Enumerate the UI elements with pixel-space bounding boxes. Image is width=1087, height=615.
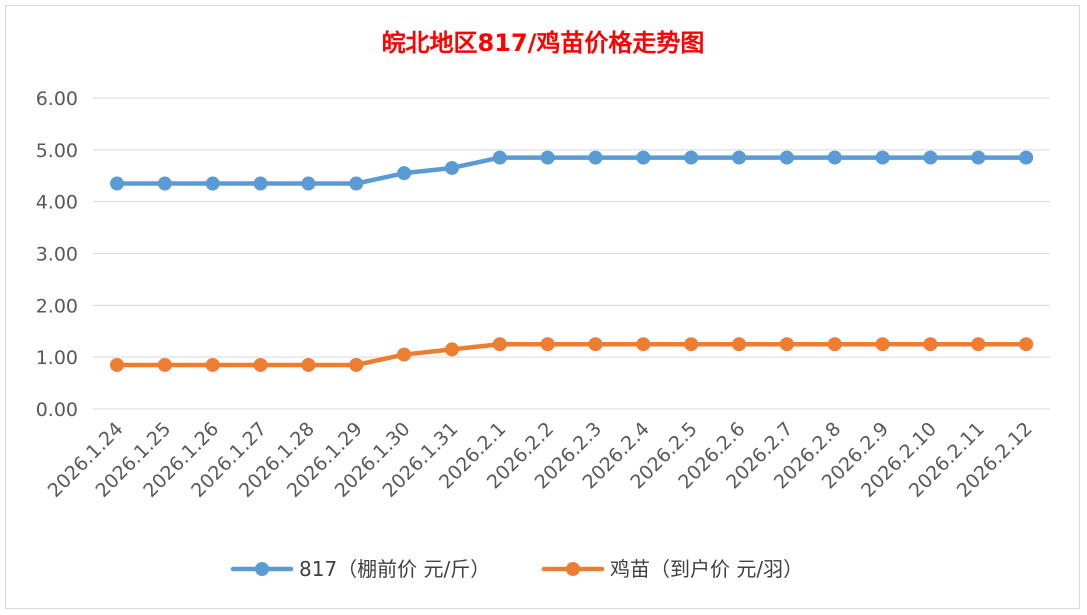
data-point bbox=[205, 176, 220, 191]
data-point bbox=[205, 357, 220, 372]
data-point bbox=[301, 357, 316, 372]
data-point bbox=[110, 176, 124, 191]
data-point bbox=[875, 337, 890, 352]
data-point bbox=[301, 176, 316, 191]
data-point bbox=[827, 337, 842, 352]
series-line bbox=[114, 155, 1029, 186]
data-point bbox=[732, 150, 747, 165]
legend-label: 817（棚前价 元/斤） bbox=[299, 557, 490, 581]
legend-label: 鸡苗（到户价 元/羽） bbox=[610, 557, 803, 581]
data-point bbox=[923, 150, 938, 165]
y-axis-ticks: 0.00 1.00 2.00 3.00 4.00 5.00 6.00 bbox=[36, 88, 78, 421]
series-1 bbox=[110, 150, 1034, 191]
gridlines bbox=[93, 97, 1050, 410]
chart-frame bbox=[5, 5, 1080, 609]
data-point bbox=[588, 337, 603, 352]
data-point bbox=[1019, 150, 1034, 165]
data-point bbox=[492, 150, 507, 165]
data-point bbox=[732, 337, 747, 352]
data-point bbox=[157, 176, 172, 191]
data-point bbox=[157, 357, 172, 372]
legend-marker bbox=[255, 562, 269, 576]
data-point bbox=[827, 150, 842, 165]
y-tick-label: 5.00 bbox=[36, 140, 78, 162]
data-point bbox=[444, 342, 459, 357]
data-point bbox=[923, 337, 938, 352]
y-tick-label: 0.00 bbox=[36, 399, 78, 421]
y-tick-label: 6.00 bbox=[36, 88, 78, 110]
data-point bbox=[110, 357, 124, 372]
x-axis-ticks: 2026.1.242026.1.252026.1.262026.1.272026… bbox=[44, 418, 1037, 502]
y-tick-label: 2.00 bbox=[36, 295, 78, 317]
data-point bbox=[540, 150, 555, 165]
y-tick-label: 1.00 bbox=[36, 347, 78, 369]
legend-marker bbox=[566, 562, 580, 576]
data-point bbox=[397, 166, 412, 181]
data-point bbox=[636, 150, 651, 165]
data-point bbox=[779, 337, 794, 352]
legend-item-1: 817（棚前价 元/斤） bbox=[230, 557, 490, 581]
series-group bbox=[110, 150, 1034, 372]
data-point bbox=[253, 357, 268, 372]
data-point bbox=[349, 176, 364, 191]
data-point bbox=[971, 150, 986, 165]
data-point bbox=[253, 176, 268, 191]
data-point bbox=[971, 337, 986, 352]
data-point bbox=[397, 347, 412, 362]
legend: 817（棚前价 元/斤） 鸡苗（到户价 元/羽） bbox=[230, 557, 803, 581]
data-point bbox=[684, 150, 699, 165]
y-tick-label: 4.00 bbox=[36, 192, 78, 214]
legend-item-2: 鸡苗（到户价 元/羽） bbox=[541, 557, 803, 581]
series-line bbox=[114, 341, 1029, 368]
data-point bbox=[1019, 337, 1034, 352]
chart-title: 皖北地区817/鸡苗价格走势图 bbox=[382, 29, 705, 57]
data-point bbox=[875, 150, 890, 165]
data-point bbox=[636, 337, 651, 352]
series-2 bbox=[110, 337, 1034, 372]
y-tick-label: 3.00 bbox=[36, 244, 78, 266]
data-point bbox=[492, 337, 507, 352]
data-point bbox=[588, 150, 603, 165]
data-point bbox=[779, 150, 794, 165]
data-point bbox=[349, 357, 364, 372]
data-point bbox=[684, 337, 699, 352]
data-point bbox=[444, 160, 459, 175]
data-point bbox=[540, 337, 555, 352]
